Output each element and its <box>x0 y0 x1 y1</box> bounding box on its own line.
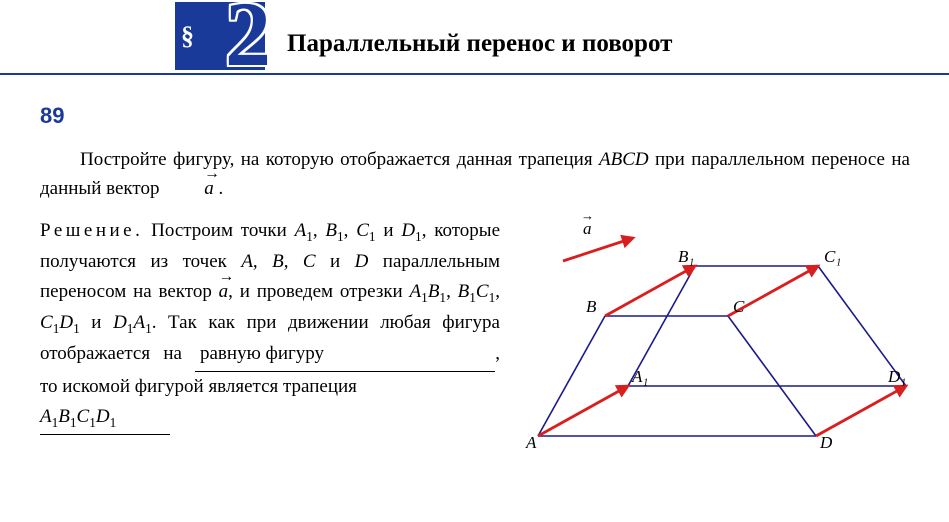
blank1-prefix: на <box>163 343 182 364</box>
svg-text:D₁: D₁ <box>887 367 906 386</box>
header-rule <box>0 73 949 75</box>
task-intro: Постройте фигуру, на которую отображаетс… <box>40 145 910 204</box>
svg-text:A₁: A₁ <box>631 367 648 386</box>
two-column: Решение. Построим точки A1, B1, C1 и D1,… <box>40 216 910 451</box>
blank-2: A1B1C1D1 <box>40 402 170 435</box>
chapter-header: § 2 Параллельный перенос и поворот <box>0 0 949 70</box>
solution-text: Решение. Построим точки A1, B1, C1 и D1,… <box>40 216 500 451</box>
geometry-diagram: ABCDA₁B₁C₁D₁a→ <box>518 216 918 451</box>
svg-text:D: D <box>819 433 833 451</box>
section-number: 2 <box>225 0 271 80</box>
chapter-title: Параллельный перенос и поворот <box>265 2 672 58</box>
solution-label: Решение. <box>40 220 143 241</box>
blank-1: равную фигуру <box>195 339 495 371</box>
svg-text:A: A <box>525 433 537 451</box>
figure: ABCDA₁B₁C₁D₁a→ <box>518 216 918 451</box>
svg-text:B: B <box>586 297 597 316</box>
svg-text:B₁: B₁ <box>678 247 694 266</box>
section-symbol: § <box>181 21 194 51</box>
content: Постройте фигуру, на которую отображаетс… <box>40 145 910 451</box>
svg-text:C: C <box>733 297 745 316</box>
svg-text:→: → <box>581 216 594 223</box>
svg-text:C₁: C₁ <box>824 247 841 266</box>
section-box: § 2 <box>175 2 265 70</box>
task-number: 89 <box>40 103 64 129</box>
